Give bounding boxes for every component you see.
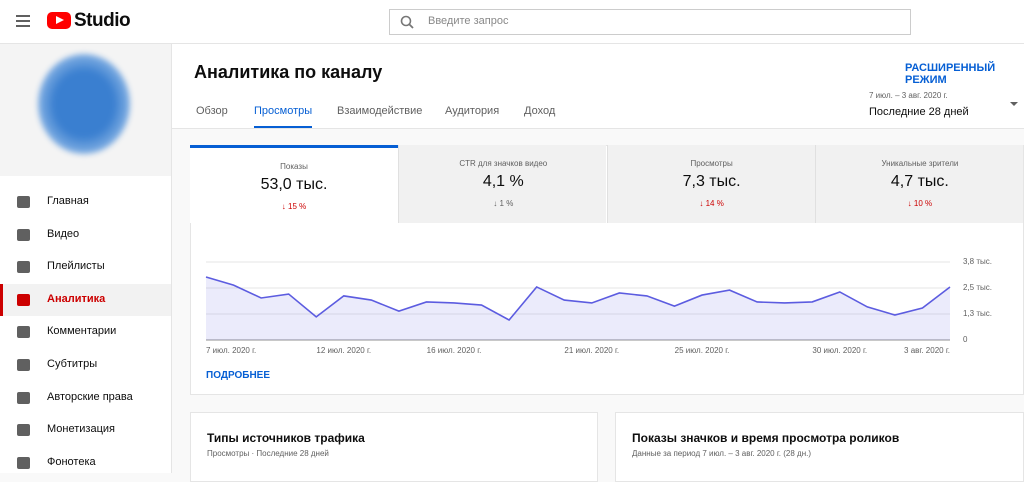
sidebar: Главная Видео Плейлисты Аналитика Комментари…: [0, 44, 172, 473]
sidebar-label: Авторские права: [47, 390, 133, 403]
header: Studio Введите запрос: [0, 0, 1024, 44]
date-range: 7 июл. – 3 авг. 2020 г.: [869, 91, 948, 100]
metric-tab[interactable]: Показы 53,0 тыс. ↓ 15 %: [190, 145, 398, 223]
page-title: Аналитика по каналу: [194, 62, 383, 82]
tab[interactable]: Обзор: [196, 105, 228, 117]
x-tick-label: 7 июл. 2020 г.: [206, 346, 256, 355]
metric-label: Просмотры: [690, 159, 733, 168]
metric-value: 4,7 тыс.: [890, 173, 949, 190]
sidebar-label: Субтитры: [47, 358, 98, 370]
sidebar-label: Плейлисты: [47, 260, 105, 273]
info-card: Показы значков и время просмотра роликов…: [615, 412, 1024, 482]
tab[interactable]: Взаимодействие: [337, 105, 423, 117]
search-box[interactable]: Введите запрос: [389, 9, 911, 35]
card-subtitle: Просмотры · Последние 28 дней: [207, 449, 329, 458]
x-tick-label: 16 июл. 2020 г.: [427, 346, 482, 355]
tab-underline: [254, 126, 312, 128]
line: [205, 276, 951, 322]
sidebar-item[interactable]: Субтитры: [0, 349, 171, 381]
sidebar-icon: [17, 293, 30, 306]
x-tick-label: 25 июл. 2020 г.: [675, 346, 730, 355]
sidebar-icon: [17, 196, 30, 208]
metric-label: Уникальные зрители: [881, 159, 959, 168]
sidebar-label: Аналитика: [47, 292, 106, 305]
metric-change-value: 10 %: [913, 199, 933, 208]
metric-value: 7,3 тыс.: [682, 173, 741, 190]
x-tick-label: 12 июл. 2020 г.: [316, 346, 371, 355]
tab[interactable]: Доход: [524, 105, 556, 117]
card-title: Типы источников трафика: [207, 431, 365, 445]
metric-change: ↓ 1 %: [399, 199, 607, 208]
more-link[interactable]: ПОДРОБНЕЕ: [206, 370, 271, 381]
y-tick-label: 1,3 тыс.: [963, 309, 992, 318]
menu-button[interactable]: [16, 15, 30, 27]
trend-arrow: ↓: [907, 199, 914, 208]
sidebar-label: Главная: [47, 195, 89, 207]
metric-change-value: 15 %: [288, 202, 307, 211]
x-tick-label: 3 авг. 2020 г.: [904, 346, 950, 355]
metric-change-value: 1 %: [499, 199, 514, 208]
metric-label: Показы: [280, 162, 308, 171]
area: [206, 276, 950, 340]
sidebar-label: Фонотека: [47, 455, 96, 468]
sidebar-icon: [17, 228, 30, 241]
metric-tab[interactable]: CTR для значков видео 4,1 % ↓ 1 %: [398, 145, 607, 223]
sidebar-label: Монетизация: [47, 423, 115, 436]
active-indicator: [0, 283, 3, 316]
metric-tab[interactable]: Просмотры 7,3 тыс. ↓ 14 %: [606, 145, 816, 223]
y-tick-label: 0: [963, 335, 968, 344]
logo-icon[interactable]: [47, 12, 71, 29]
sidebar-label: Комментарии: [47, 325, 117, 338]
tab[interactable]: Аудитория: [445, 105, 500, 117]
y-tick-label: 3,8 тыс.: [963, 257, 992, 266]
info-card: Типы источников трафика Просмотры · После…: [190, 412, 598, 482]
sidebar-icon: [17, 359, 30, 371]
search-placeholder: Введите запрос: [428, 15, 509, 27]
tab[interactable]: Просмотры: [254, 105, 313, 117]
sidebar-icon: [17, 261, 30, 274]
channel-avatar[interactable]: [38, 54, 130, 154]
logo-text[interactable]: Studio: [74, 10, 131, 31]
sidebar-icon: [17, 424, 30, 437]
sidebar-item[interactable]: Плейлисты: [0, 251, 171, 283]
metric-change: ↓ 15 %: [190, 202, 398, 211]
sidebar-item[interactable]: Главная: [0, 186, 171, 218]
sidebar-icon: [17, 326, 30, 339]
sidebar-icon: [17, 391, 30, 404]
sidebar-item[interactable]: Монетизация: [0, 414, 171, 446]
sidebar-label: Видео: [47, 227, 80, 240]
sidebar-icon: [17, 456, 30, 469]
metric-change: ↓ 10 %: [816, 199, 1024, 208]
sidebar-item[interactable]: Фонотека: [0, 447, 171, 479]
sidebar-item[interactable]: Видео: [0, 219, 171, 251]
metric-value: 4,1 %: [482, 173, 524, 190]
x-tick-label: 21 июл. 2020 г.: [564, 346, 619, 355]
metric-label: CTR для значков видео: [459, 159, 548, 168]
x-tick-label: 30 июл. 2020 г.: [812, 346, 867, 355]
trend-arrow: ↓: [699, 199, 706, 208]
period-select[interactable]: Последние 28 дней: [869, 106, 969, 118]
channel-avatar-area: [0, 44, 171, 176]
search-icon: [400, 15, 414, 29]
period-dropdown[interactable]: [1010, 102, 1018, 106]
page-header: Аналитика по каналу РАСШИРЕННЫЙ РЕЖИМ 7 …: [172, 44, 1024, 129]
y-tick-label: 2,5 тыс.: [963, 283, 992, 292]
trend-arrow: ↓: [281, 202, 288, 211]
sidebar-item[interactable]: Авторские права: [0, 382, 171, 414]
trend-arrow: ↓: [493, 199, 500, 208]
metric-change: ↓ 14 %: [608, 199, 816, 208]
card-subtitle: Данные за период 7 июл. – 3 авг. 2020 г.…: [632, 449, 811, 458]
sidebar-item[interactable]: Комментарии: [0, 316, 171, 348]
metric-change-value: 14 %: [705, 199, 724, 208]
card-title: Показы значков и время просмотра роликов: [632, 431, 900, 445]
advanced-mode-button[interactable]: РАСШИРЕННЫЙ РЕЖИМ: [905, 62, 996, 86]
sidebar-item[interactable]: Аналитика: [0, 283, 171, 316]
metric-tab[interactable]: Уникальные зрители 4,7 тыс. ↓ 10 %: [814, 145, 1024, 223]
metric-value: 53,0 тыс.: [260, 176, 328, 193]
